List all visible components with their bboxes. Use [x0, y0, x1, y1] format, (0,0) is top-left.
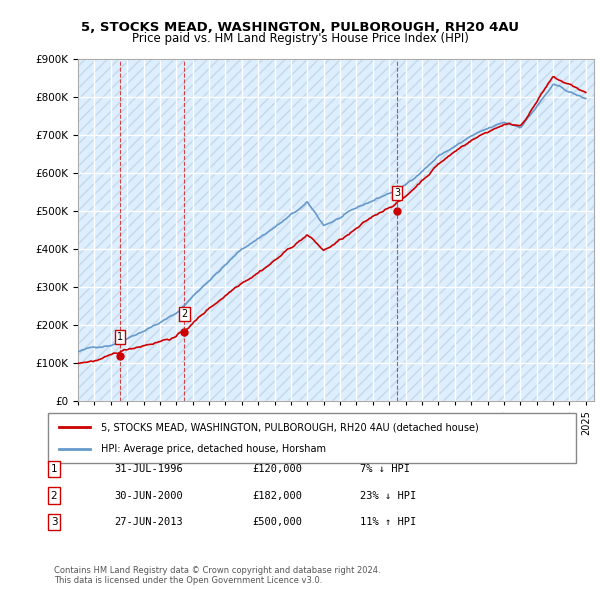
- Text: 2: 2: [50, 491, 58, 500]
- FancyBboxPatch shape: [48, 413, 576, 463]
- Text: 27-JUN-2013: 27-JUN-2013: [114, 517, 183, 527]
- Text: 3: 3: [50, 517, 58, 527]
- Text: £120,000: £120,000: [252, 464, 302, 474]
- Text: 7% ↓ HPI: 7% ↓ HPI: [360, 464, 410, 474]
- Text: Price paid vs. HM Land Registry's House Price Index (HPI): Price paid vs. HM Land Registry's House …: [131, 32, 469, 45]
- Text: 1: 1: [50, 464, 58, 474]
- Text: 5, STOCKS MEAD, WASHINGTON, PULBOROUGH, RH20 4AU (detached house): 5, STOCKS MEAD, WASHINGTON, PULBOROUGH, …: [101, 422, 479, 432]
- Text: 2: 2: [181, 309, 188, 319]
- Text: Contains HM Land Registry data © Crown copyright and database right 2024.
This d: Contains HM Land Registry data © Crown c…: [54, 566, 380, 585]
- Text: 31-JUL-1996: 31-JUL-1996: [114, 464, 183, 474]
- Text: 23% ↓ HPI: 23% ↓ HPI: [360, 491, 416, 500]
- Text: £182,000: £182,000: [252, 491, 302, 500]
- Text: 5, STOCKS MEAD, WASHINGTON, PULBOROUGH, RH20 4AU: 5, STOCKS MEAD, WASHINGTON, PULBOROUGH, …: [81, 21, 519, 34]
- Text: 30-JUN-2000: 30-JUN-2000: [114, 491, 183, 500]
- Text: 3: 3: [394, 188, 400, 198]
- Text: £500,000: £500,000: [252, 517, 302, 527]
- Text: HPI: Average price, detached house, Horsham: HPI: Average price, detached house, Hors…: [101, 444, 326, 454]
- Text: 1: 1: [117, 332, 124, 342]
- Text: 11% ↑ HPI: 11% ↑ HPI: [360, 517, 416, 527]
